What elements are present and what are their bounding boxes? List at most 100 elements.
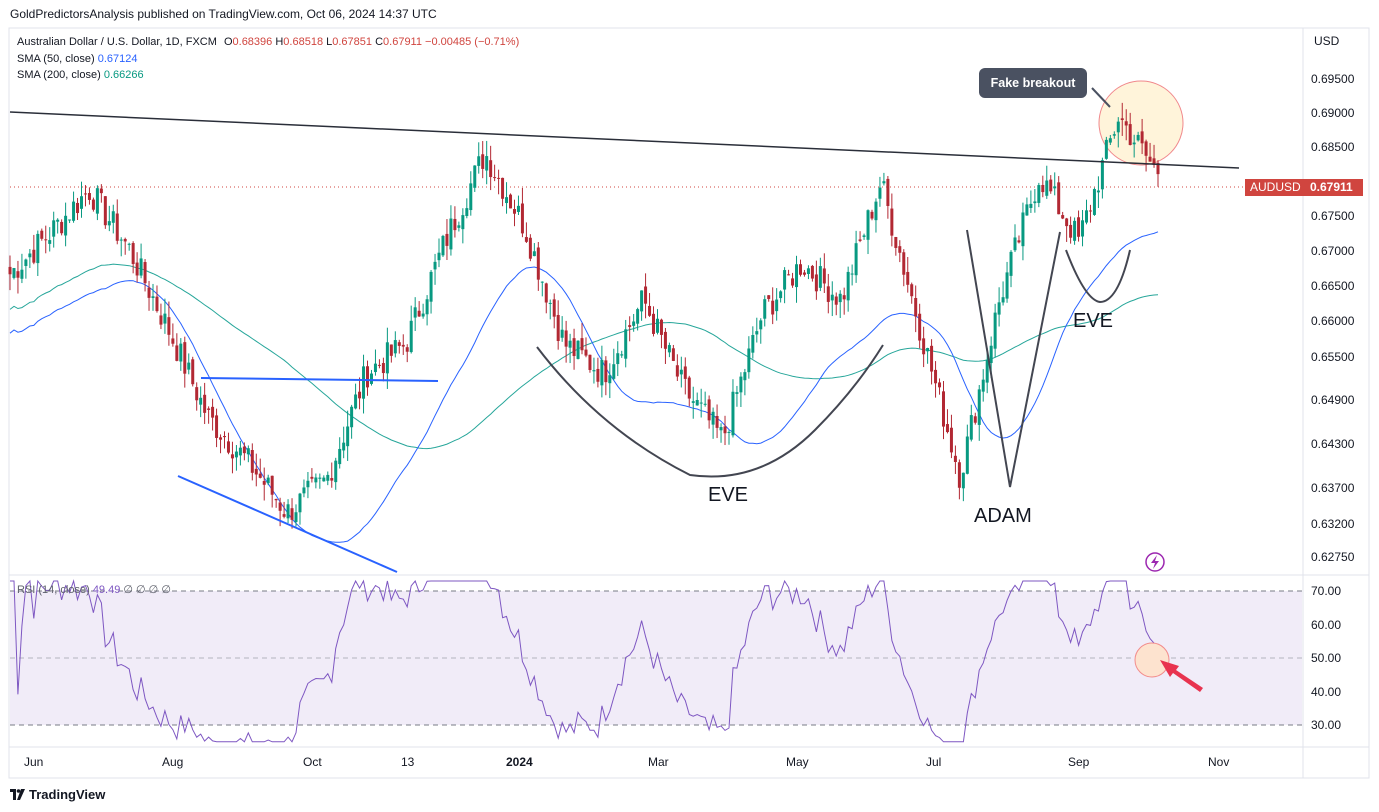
- candle-body: [997, 302, 1001, 315]
- candle-body: [226, 441, 230, 453]
- candle-body: [699, 402, 703, 404]
- candle-body: [679, 369, 683, 375]
- time-axis-label: Oct: [303, 755, 322, 769]
- candle-body: [493, 177, 497, 179]
- candle-body: [878, 187, 882, 199]
- candle-body: [52, 220, 56, 237]
- candle-body: [449, 218, 453, 250]
- candle-body: [405, 347, 409, 352]
- candle-body: [294, 512, 298, 522]
- sma50-path: [9, 231, 1159, 543]
- candle-body: [552, 299, 556, 317]
- candle-body: [512, 209, 516, 214]
- legend-l-label: L: [326, 36, 333, 48]
- price-tag-symbol: AUDUSD: [1250, 180, 1301, 194]
- candle-body: [115, 213, 119, 241]
- adam-label[interactable]: ADAM: [974, 505, 1032, 527]
- legend-sma50-row[interactable]: SMA (50, close) 0.67124: [17, 51, 519, 68]
- candle-body: [592, 370, 596, 372]
- candle-body: [330, 478, 334, 481]
- legend-symbol-row[interactable]: Australian Dollar / U.S. Dollar, 1D, FXC…: [17, 34, 519, 51]
- eve-right-arc[interactable]: [1065, 249, 1131, 304]
- candle-body: [791, 278, 795, 286]
- candle-body: [1152, 158, 1156, 165]
- candle-body: [16, 271, 20, 278]
- candle-body: [826, 286, 830, 302]
- eve-left-arc[interactable]: [536, 344, 884, 478]
- candle-body: [453, 218, 457, 231]
- candle-body: [48, 240, 52, 244]
- candle-body: [930, 345, 934, 372]
- lightning-icon[interactable]: [1145, 552, 1165, 572]
- candle-body: [588, 354, 592, 370]
- candle-body: [135, 262, 139, 276]
- candle-body: [890, 208, 894, 236]
- candle-body: [914, 298, 918, 317]
- candle-body: [516, 205, 520, 212]
- candle-body: [56, 219, 60, 222]
- candle-body: [886, 178, 890, 206]
- legend-sma200-row[interactable]: SMA (200, close) 0.66266: [17, 67, 519, 84]
- candle-body: [520, 203, 524, 234]
- candle-body: [1132, 142, 1136, 145]
- candle-body: [644, 286, 648, 304]
- price-axis-label: 0.63200: [1311, 517, 1355, 531]
- price-tag-value: 0.67911: [1310, 180, 1353, 194]
- candle-body: [902, 252, 906, 275]
- candle-body: [366, 366, 370, 388]
- candle-body: [620, 354, 624, 356]
- price-axis-label: 0.66000: [1311, 314, 1355, 328]
- candle-body: [270, 475, 274, 495]
- candle-body: [723, 426, 727, 434]
- time-axis-label: Aug: [162, 755, 184, 769]
- candle-body: [95, 188, 99, 214]
- rsi-legend[interactable]: RSI (14, close) 49.49 ∅ ∅ ∅ ∅: [17, 583, 171, 596]
- candle-body: [318, 477, 322, 479]
- adam-v[interactable]: [966, 229, 1061, 488]
- candle-body: [1140, 131, 1144, 144]
- candle-body: [596, 368, 600, 382]
- fake-breakout-callout[interactable]: Fake breakout: [979, 68, 1087, 98]
- candle-body: [381, 363, 385, 374]
- price-axis-label: 0.62750: [1311, 550, 1355, 564]
- candle-body: [926, 348, 930, 352]
- candle-body: [771, 300, 775, 315]
- candle-body: [993, 312, 997, 349]
- candle-body: [171, 338, 175, 344]
- candle-body: [211, 406, 215, 418]
- candle-body: [540, 281, 544, 283]
- rsi-axis-label: 50.00: [1311, 651, 1342, 665]
- candle-body: [310, 476, 314, 479]
- time-axis-label: 13: [401, 755, 415, 769]
- candle-body: [123, 238, 127, 242]
- candle-body: [1069, 224, 1073, 238]
- eve-right-label[interactable]: EVE: [1073, 310, 1114, 332]
- candle-body: [894, 236, 898, 248]
- candle-body: [107, 221, 111, 226]
- horizontal-resistance-line[interactable]: [200, 377, 439, 382]
- candle-body: [223, 436, 227, 438]
- eve-left-label[interactable]: EVE: [708, 484, 749, 506]
- candle-body: [473, 165, 477, 188]
- candle-body: [822, 268, 826, 284]
- resistance-trendline[interactable]: [9, 111, 1240, 169]
- currency-label[interactable]: USD: [1314, 34, 1340, 48]
- candle-body: [652, 313, 656, 334]
- candle-body: [544, 283, 548, 303]
- legend-sma50-label: SMA (50, close): [17, 52, 95, 65]
- time-axis-label: Nov: [1208, 755, 1230, 769]
- tradingview-logo[interactable]: TradingView: [10, 787, 105, 802]
- candle-body: [397, 342, 401, 346]
- candle-body: [1013, 237, 1017, 251]
- candle-body: [99, 188, 103, 194]
- price-axis-label: 0.67000: [1311, 244, 1355, 258]
- candle-body: [1061, 215, 1065, 219]
- candle-body: [695, 400, 699, 406]
- candle-body: [934, 369, 938, 384]
- candle-body: [1073, 220, 1077, 241]
- candle-body: [358, 391, 362, 399]
- legend-symbol: Australian Dollar / U.S. Dollar, 1D, FXC…: [17, 36, 217, 48]
- candle-body: [282, 514, 286, 517]
- support-trendline[interactable]: [177, 475, 398, 573]
